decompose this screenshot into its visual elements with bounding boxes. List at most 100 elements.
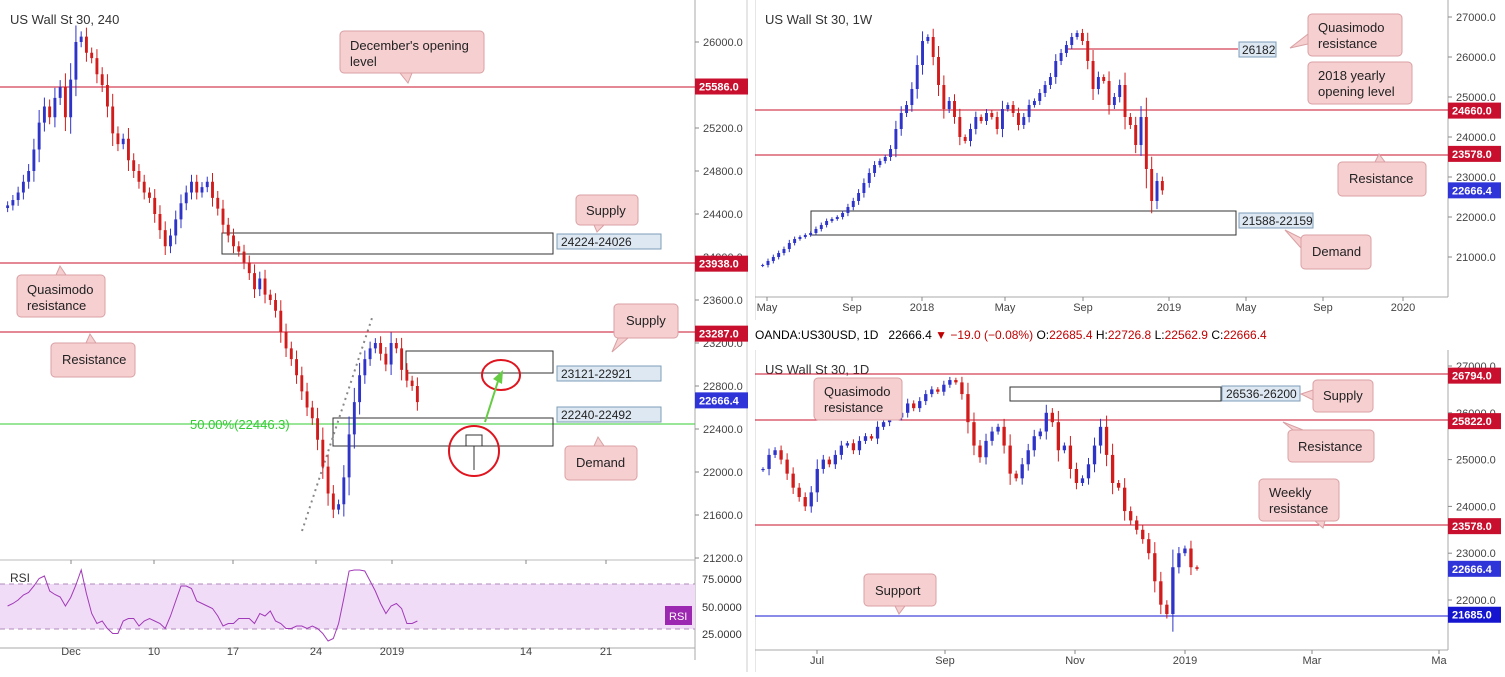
supply-zone-23121 — [405, 350, 554, 374]
candle — [316, 407, 320, 451]
candle — [905, 101, 909, 117]
svg-text:24660.0: 24660.0 — [1452, 106, 1492, 118]
candle — [761, 263, 765, 268]
candle — [1104, 415, 1109, 467]
svg-text:26182: 26182 — [1242, 43, 1276, 57]
callout-daily-weekly-resistance: Weekly resistance — [1258, 478, 1340, 529]
green-arrow — [484, 377, 500, 423]
candle — [373, 338, 377, 354]
candle — [1020, 457, 1024, 485]
candle — [926, 34, 930, 44]
candle — [1086, 32, 1090, 70]
candle — [1080, 28, 1084, 46]
x-tick-label: 2020 — [1391, 302, 1415, 314]
candle — [63, 73, 67, 132]
candle — [1056, 410, 1061, 462]
h4-candles — [6, 25, 419, 519]
candle — [953, 94, 956, 124]
candle — [912, 400, 916, 412]
candle — [1135, 515, 1139, 535]
candle — [232, 228, 235, 254]
candle — [881, 419, 886, 430]
candle — [814, 226, 818, 236]
x-tick-label: 21 — [600, 646, 612, 658]
candle — [1092, 437, 1097, 473]
y-tick-label: 21200.0 — [703, 553, 743, 565]
svg-text:21685.0: 21685.0 — [1452, 610, 1492, 622]
candle — [963, 134, 967, 144]
candle — [990, 110, 994, 120]
candle — [195, 174, 199, 200]
candle — [79, 31, 83, 48]
candle — [300, 366, 304, 400]
svg-text:23578.0: 23578.0 — [1452, 149, 1492, 161]
x-tick-label: 17 — [227, 646, 239, 658]
candle — [415, 377, 419, 411]
candle — [1080, 475, 1085, 487]
candle — [921, 31, 924, 75]
y-tick-label: 24000.0 — [1456, 501, 1496, 513]
daily-chart-panel[interactable]: US Wall St 30, 1D 26536-26200 Quasimodo … — [754, 350, 1505, 672]
svg-text:22240-22492: 22240-22492 — [561, 408, 632, 422]
y-tick-label: 22800.0 — [703, 381, 743, 393]
candle — [295, 350, 298, 384]
demand-zone-22240 — [332, 417, 554, 447]
weekly-title: US Wall St 30, 1W — [765, 12, 873, 27]
svg-text:26536-26200: 26536-26200 — [1226, 387, 1297, 401]
callout-yearly-open: 2018 yearly opening level — [1307, 61, 1413, 105]
candle — [1160, 176, 1164, 195]
close-label: C: — [1211, 328, 1224, 342]
red-circle-marker — [448, 425, 500, 477]
candle — [883, 154, 887, 164]
svg-text:23287.0: 23287.0 — [699, 329, 739, 341]
candle — [1141, 525, 1145, 544]
x-tick-label: Sep — [935, 655, 955, 667]
candle — [1044, 404, 1048, 440]
h4-chart[interactable]: US Wall St 30, 240 24224-24026 23121-229… — [0, 0, 748, 672]
candle — [1177, 546, 1181, 574]
y-tick-label: 25000.0 — [1456, 92, 1496, 104]
rsi-badge: RSI — [669, 611, 687, 623]
svg-text:75.0000: 75.0000 — [702, 574, 742, 586]
x-tick-label: 2019 — [380, 646, 404, 658]
candle — [1001, 100, 1004, 138]
svg-text:resistance: resistance — [824, 400, 883, 415]
svg-text:22666.4: 22666.4 — [1452, 564, 1493, 576]
candle — [777, 250, 781, 260]
y-tick-label: 22000.0 — [1456, 595, 1496, 607]
candle — [1123, 478, 1127, 521]
candle — [237, 241, 241, 257]
candle — [1129, 506, 1133, 526]
candle — [1144, 97, 1148, 189]
candle — [226, 217, 230, 243]
y-tick-label: 22000.0 — [1456, 212, 1496, 224]
svg-text:Supply: Supply — [586, 203, 626, 218]
weekly-chart-panel[interactable]: US Wall St 30, 1W 26182 21588-22159 Quas… — [754, 0, 1505, 320]
daily-zone-label: 26536-26200 — [1221, 385, 1301, 402]
svg-text:25.0000: 25.0000 — [702, 629, 742, 641]
h4-chart-panel[interactable]: US Wall St 30, 240 24224-24026 23121-229… — [0, 0, 748, 672]
svg-text:Demand: Demand — [576, 455, 625, 470]
candle — [153, 189, 157, 223]
last-price: 22666.4 — [888, 328, 932, 342]
callout-supply-mid: Supply — [611, 303, 679, 353]
daily-chart[interactable]: US Wall St 30, 1D 26536-26200 Quasimodo … — [754, 350, 1505, 672]
candle — [1123, 72, 1127, 130]
candle — [21, 174, 25, 200]
candle — [978, 440, 982, 463]
candle — [1070, 32, 1074, 50]
x-tick-label: Sep — [842, 302, 862, 314]
open-label: O: — [1036, 328, 1050, 342]
candle — [1096, 71, 1100, 95]
candle — [1054, 54, 1058, 84]
candle — [889, 145, 893, 161]
candle — [803, 492, 807, 512]
weekly-chart[interactable]: US Wall St 30, 1W 26182 21588-22159 Quas… — [754, 0, 1505, 320]
candle — [74, 25, 78, 97]
callout-quasimodo: Quasimodo resistance — [16, 264, 106, 318]
x-tick-label: Mar — [1303, 655, 1322, 667]
weekly-label-26182: 26182 — [1238, 41, 1277, 58]
candle — [1102, 74, 1106, 84]
candle — [984, 433, 988, 465]
candle — [930, 386, 934, 398]
